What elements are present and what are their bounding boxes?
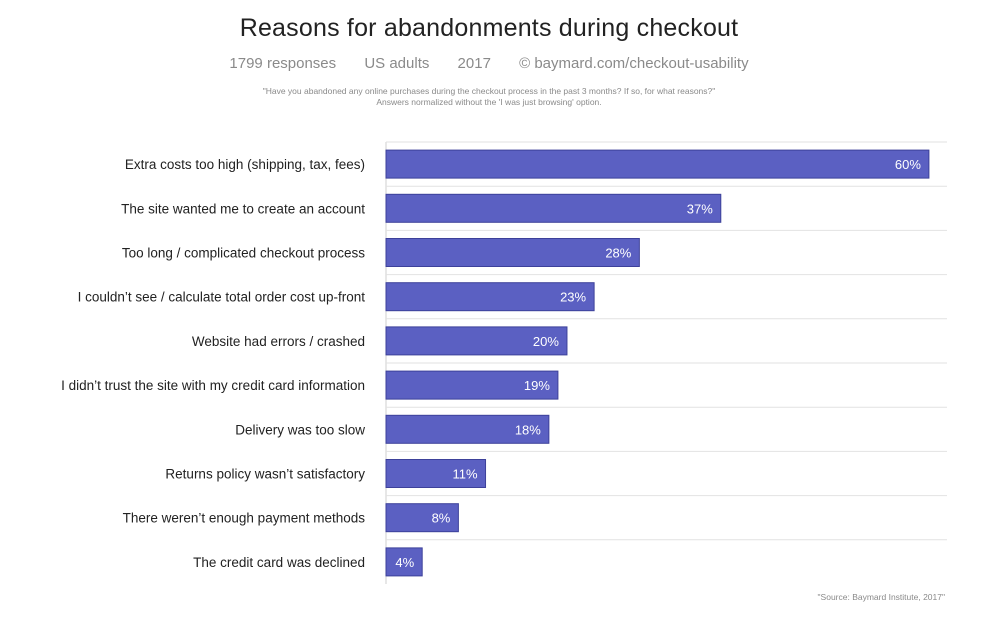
chart-subtitle: 1799 responses US adults 2017 © baymard.… (0, 55, 978, 72)
category-label: Delivery was too slow (235, 422, 365, 437)
value-label: 18% (515, 422, 541, 437)
category-label: The site wanted me to create an account (121, 201, 365, 216)
category-label: I didn’t trust the site with my credit c… (61, 378, 365, 393)
bar (385, 414, 550, 444)
value-label: 19% (524, 378, 550, 393)
survey-question-line-2: Answers normalized without the 'I was ju… (376, 97, 602, 107)
bar (385, 503, 459, 533)
bar (385, 326, 568, 356)
bar (385, 370, 559, 400)
category-label: Returns policy wasn’t satisfactory (165, 467, 365, 482)
source-note: "Source: Baymard Institute, 2017" (817, 592, 945, 602)
survey-question: "Have you abandoned any online purchases… (0, 86, 978, 108)
subtitle-copyright: © baymard.com/checkout-usability (519, 55, 749, 72)
value-label: 60% (895, 157, 921, 172)
value-label: 8% (432, 511, 451, 526)
subtitle-responses: 1799 responses (229, 55, 337, 72)
category-label: There weren’t enough payment methods (123, 511, 366, 526)
category-label: Too long / complicated checkout process (122, 246, 365, 261)
bar (385, 149, 930, 179)
category-label: Website had errors / crashed (192, 334, 365, 349)
value-label: 20% (533, 334, 559, 349)
bar (385, 547, 423, 577)
value-label: 23% (560, 290, 586, 305)
value-label: 11% (452, 467, 477, 482)
subtitle-year: 2017 (457, 55, 491, 72)
value-label: 28% (605, 246, 631, 261)
bar (385, 238, 640, 267)
category-label: I couldn’t see / calculate total order c… (78, 290, 366, 305)
bar (385, 282, 595, 312)
survey-question-line-1: "Have you abandoned any online purchases… (262, 86, 716, 96)
bar (385, 193, 722, 223)
value-label: 4% (395, 555, 414, 570)
subtitle-population: US adults (364, 55, 430, 72)
value-label: 37% (687, 201, 713, 216)
bar (385, 459, 487, 488)
category-label: The credit card was declined (193, 555, 365, 570)
category-label: Extra costs too high (shipping, tax, fee… (125, 157, 365, 172)
chart-title: Reasons for abandonments during checkout (239, 14, 739, 42)
